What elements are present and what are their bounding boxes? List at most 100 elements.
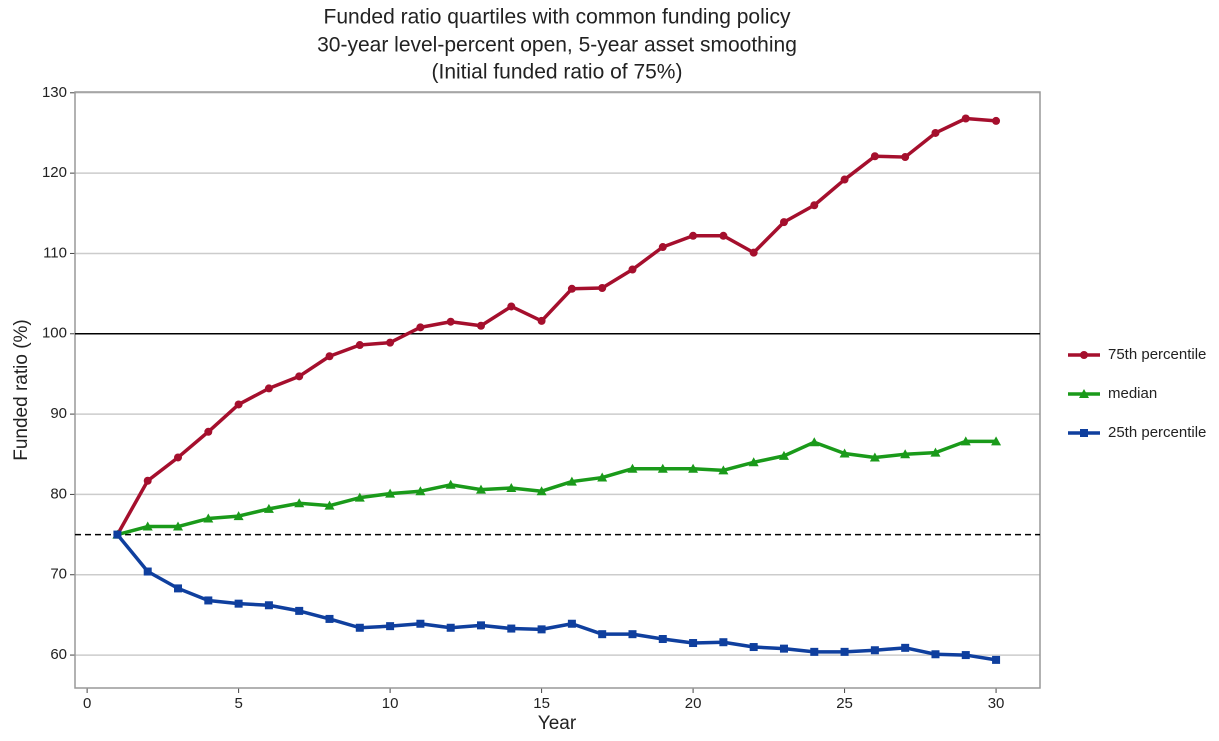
point: [901, 643, 910, 652]
point: [355, 341, 364, 350]
point: [961, 114, 970, 123]
point: [385, 488, 396, 498]
point: [719, 638, 728, 647]
point: [779, 218, 788, 227]
point: [1079, 389, 1089, 398]
legend-label: median: [1108, 385, 1157, 402]
point: [961, 651, 970, 660]
series-line: [115, 116, 997, 536]
series-line: [116, 439, 997, 537]
point: [930, 447, 941, 457]
point: [566, 476, 577, 486]
point: [142, 521, 153, 531]
point: [869, 452, 880, 462]
point: [779, 644, 788, 653]
point: [143, 567, 152, 576]
y-tick-label: 100: [42, 325, 67, 342]
x-tick-label: 30: [988, 695, 1005, 712]
point: [325, 352, 334, 361]
point: [537, 316, 546, 325]
point: [506, 482, 517, 492]
point: [627, 463, 638, 473]
point: [476, 621, 485, 630]
chart-title: Funded ratio quartiles with common fundi…: [324, 6, 791, 29]
x-tick-label: 10: [382, 695, 399, 712]
point: [931, 128, 940, 137]
point: [475, 484, 486, 494]
point: [324, 500, 335, 510]
point: [174, 453, 183, 462]
point: [446, 317, 455, 326]
point: [386, 338, 395, 347]
point: [839, 448, 850, 458]
point: [598, 283, 607, 292]
y-axis-title: Funded ratio (%): [11, 319, 32, 461]
point: [657, 463, 668, 473]
point: [354, 492, 365, 502]
point: [840, 647, 849, 656]
point: [264, 384, 273, 393]
point: [416, 619, 425, 628]
point: [748, 457, 759, 467]
point: [901, 153, 910, 162]
y-tick-label: 110: [43, 244, 67, 261]
point: [658, 243, 667, 252]
point: [234, 400, 243, 409]
point: [507, 302, 516, 311]
point: [960, 436, 971, 446]
point: [567, 284, 576, 293]
x-axis-title: Year: [538, 713, 577, 734]
point: [415, 486, 426, 496]
point: [749, 643, 758, 652]
point: [658, 635, 667, 644]
y-tick-label: 90: [50, 405, 67, 422]
point: [264, 601, 273, 610]
point: [749, 248, 758, 257]
point: [598, 630, 607, 639]
chart-subtitle: (Initial funded ratio of 75%): [432, 61, 683, 84]
x-tick-label: 15: [533, 695, 550, 712]
point: [870, 646, 879, 655]
point: [810, 647, 819, 656]
point: [870, 152, 879, 161]
point: [628, 265, 637, 274]
point: [840, 175, 849, 184]
point: [295, 372, 304, 381]
point: [688, 463, 699, 473]
point: [597, 472, 608, 482]
y-tick-label: 120: [42, 164, 67, 181]
point: [173, 521, 184, 531]
point: [295, 606, 304, 615]
point: [113, 530, 122, 539]
y-tick-label: 130: [42, 84, 67, 101]
point: [174, 584, 183, 593]
point: [204, 596, 213, 605]
y-tick-label: 60: [50, 646, 67, 663]
legend-label: 25th percentile: [1108, 424, 1206, 441]
chart-subtitle: 30-year level-percent open, 5-year asset…: [317, 34, 797, 57]
point: [325, 614, 334, 623]
x-tick-label: 20: [685, 695, 702, 712]
y-tick-label: 70: [50, 566, 67, 583]
point: [536, 486, 547, 496]
point: [507, 624, 516, 633]
x-tick-label: 0: [83, 695, 91, 712]
y-tick-label: 80: [50, 485, 67, 502]
point: [931, 650, 940, 659]
x-tick-label: 25: [836, 695, 853, 712]
legend-label: 75th percentile: [1108, 346, 1206, 363]
point: [263, 503, 274, 513]
point: [476, 321, 485, 330]
point: [1080, 351, 1088, 359]
point: [294, 498, 305, 508]
point: [689, 639, 698, 648]
x-tick-label: 5: [234, 695, 242, 712]
point: [234, 599, 243, 608]
point: [143, 476, 152, 485]
point: [233, 511, 244, 521]
point: [355, 623, 364, 632]
point: [810, 201, 819, 210]
point: [1080, 429, 1088, 437]
point: [416, 323, 425, 332]
point: [204, 427, 213, 436]
